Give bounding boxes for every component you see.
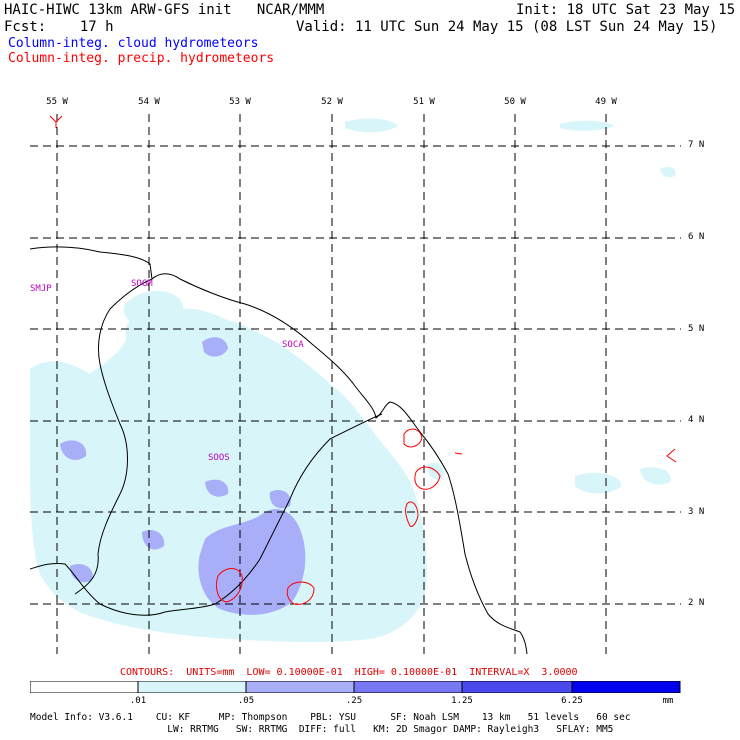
legend-units: mm	[662, 696, 674, 706]
station-label: SOOS	[208, 453, 230, 463]
field-precip-label: Column-integ. precip. hydrometeors	[8, 51, 275, 66]
lat-label: 6 N	[688, 232, 705, 242]
contour-info: CONTOURS: UNITS=mm LOW= 0.10000E-01 HIGH…	[120, 667, 578, 678]
station-label: SMJP	[30, 284, 52, 294]
precip-contours	[49, 115, 677, 605]
init-time: Init: 18 UTC Sat 23 May 15	[516, 2, 736, 18]
forecast-hour: Fcst: 17 h	[4, 19, 114, 35]
lat-label: 4 N	[688, 415, 705, 425]
model-info-line2: LW: RRTMG SW: RRTMG DIFF: full KM: 2D Sm…	[30, 724, 614, 735]
lon-label: 51 W	[413, 97, 435, 107]
header-title: HAIC-HIWC 13km ARW-GFS init NCAR/MMM	[4, 2, 325, 18]
lat-lon-grid	[30, 114, 681, 654]
lat-label: 3 N	[688, 507, 705, 517]
lon-label: 52 W	[321, 97, 343, 107]
legend-tick: 1.25	[451, 696, 473, 706]
legend-tick: .25	[345, 696, 363, 706]
station-label: SOCA	[282, 340, 304, 350]
map-panel	[30, 114, 681, 654]
lat-label: 5 N	[688, 324, 705, 334]
model-info-line1: Model Info: V3.6.1 CU: KF MP: Thompson P…	[30, 712, 631, 723]
color-legend-bar	[30, 681, 681, 693]
valid-time: Valid: 11 UTC Sun 24 May 15 (08 LST Sun …	[296, 19, 718, 35]
station-label: SOGM	[131, 279, 153, 289]
lon-label: 50 W	[504, 97, 526, 107]
coastline	[30, 246, 528, 654]
lon-label: 53 W	[229, 97, 251, 107]
lon-label: 49 W	[595, 97, 617, 107]
lat-label: 2 N	[688, 598, 705, 608]
cloud-shading-mid	[60, 337, 306, 615]
field-cloud-label: Column-integ. cloud hydrometeors	[8, 36, 259, 51]
legend-tick: .05	[237, 696, 255, 706]
legend-tick: .01	[129, 696, 147, 706]
lat-label: 7 N	[688, 140, 705, 150]
cloud-shading-light	[30, 118, 676, 643]
lon-label: 54 W	[138, 97, 160, 107]
legend-tick: 6.25	[561, 696, 583, 706]
lon-label: 55 W	[46, 97, 68, 107]
